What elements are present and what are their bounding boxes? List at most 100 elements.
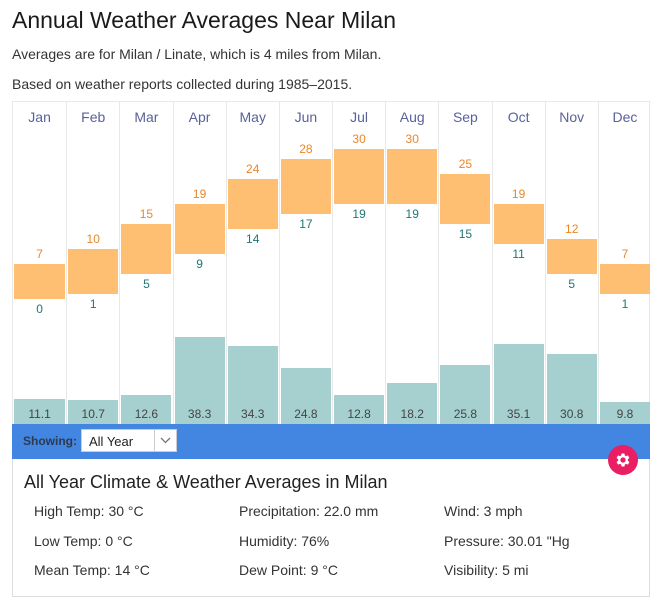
month-label: Apr: [188, 109, 211, 125]
month-column: Nov 12 5 30.8: [544, 102, 598, 424]
precip-bar: [387, 382, 438, 424]
temp-range-bar: [440, 174, 491, 224]
high-temp-label: 19: [511, 187, 526, 201]
month-label: May: [239, 109, 266, 125]
location-note: Averages are for Milan / Linate, which i…: [12, 46, 382, 62]
stat-pressure: Pressure: 30.01 "Hg: [444, 533, 570, 549]
low-temp-label: 0: [36, 302, 43, 316]
precip-label: 9.8: [616, 407, 634, 421]
month-label: Feb: [81, 109, 106, 125]
month-column: Aug 30 19 18.2: [385, 102, 438, 424]
month-column: Sep 25 15 25.8: [438, 102, 491, 424]
month-label: Aug: [399, 109, 425, 125]
chevron-down-icon[interactable]: [154, 430, 176, 451]
precip-bar: [68, 399, 119, 424]
high-temp-label: 12: [565, 222, 579, 236]
precip-bar: [599, 401, 650, 424]
stat-humidity: Humidity: 76%: [239, 533, 330, 549]
month-column: Dec 7 1 9.8: [597, 102, 651, 424]
month-label: Jun: [294, 109, 318, 125]
high-temp-label: 10: [86, 232, 100, 246]
gear-icon: [616, 453, 630, 467]
precip-label: 35.1: [506, 407, 531, 421]
high-temp-label: 30: [352, 132, 366, 146]
showing-label: Showing:: [23, 434, 77, 448]
temp-range-bar: [546, 239, 597, 274]
precip-label: 25.8: [453, 407, 478, 421]
precip-bar: [174, 337, 225, 424]
precip-label: 18.2: [400, 407, 424, 421]
temp-range-bar: [599, 264, 650, 294]
high-temp-label: 15: [139, 207, 154, 221]
low-temp-label: 19: [352, 207, 366, 221]
low-temp-label: 19: [405, 207, 419, 221]
month-label: Mar: [134, 109, 159, 125]
temp-range-bar: [68, 249, 119, 294]
month-label: Jul: [350, 109, 369, 125]
precip-bar: [280, 367, 331, 424]
month-column: Jan 7 0 11.1: [13, 102, 66, 424]
precip-bar: [334, 394, 385, 424]
precip-label: 24.8: [294, 407, 318, 421]
month-label: Oct: [507, 109, 530, 125]
precip-bar: [121, 395, 172, 424]
month-label: Jan: [28, 109, 51, 125]
stat-low-temp: Low Temp: 0 °C: [34, 533, 133, 549]
low-temp-label: 5: [143, 277, 150, 291]
stat-wind: Wind: 3 mph: [444, 503, 523, 519]
precip-label: 10.7: [81, 407, 105, 421]
stat-mean-temp: Mean Temp: 14 °C: [34, 562, 150, 578]
period-select[interactable]: All Year: [81, 429, 177, 452]
precip-label: 30.8: [560, 407, 584, 421]
month-column: May 24 14 34.3: [225, 102, 279, 424]
month-column: Oct 19 11 35.1: [491, 102, 545, 424]
high-temp-label: 24: [246, 162, 260, 176]
high-temp-label: 28: [299, 142, 313, 156]
high-temp-label: 19: [192, 187, 207, 201]
precip-label: 34.3: [241, 407, 265, 421]
temp-range-bar: [387, 149, 438, 204]
temp-range-bar: [280, 159, 331, 214]
low-temp-label: 1: [621, 297, 629, 311]
month-label: Nov: [559, 109, 585, 125]
temp-range-bar: [174, 204, 225, 254]
settings-button[interactable]: [608, 445, 638, 475]
precip-label: 12.8: [347, 407, 371, 421]
temp-range-bar: [493, 204, 544, 244]
low-temp-label: 17: [299, 217, 313, 231]
date-range-note: Based on weather reports collected durin…: [12, 76, 353, 92]
month-column: Feb 10 1 10.7: [66, 102, 119, 424]
month-label: Sep: [452, 109, 478, 125]
precip-bar: [14, 398, 66, 424]
temp-range-bar: [334, 149, 385, 204]
temp-range-bar: [227, 179, 278, 229]
period-select-value: All Year: [89, 434, 134, 449]
low-temp-label: 1: [89, 297, 97, 311]
low-temp-label: 15: [458, 227, 473, 241]
month-column: Apr 19 9 38.3: [172, 102, 226, 424]
summary-panel: All Year Climate & Weather Averages in M…: [12, 459, 650, 597]
summary-title: All Year Climate & Weather Averages in M…: [24, 472, 388, 492]
month-label: Dec: [612, 109, 638, 125]
precip-bar: [546, 354, 597, 424]
temp-range-bar: [14, 264, 66, 299]
low-temp-label: 9: [196, 257, 203, 271]
precip-label: 11.1: [28, 407, 51, 421]
month-column: Jul 30 19 12.8: [332, 102, 385, 424]
precip-bar: [493, 344, 544, 424]
stat-high-temp: High Temp: 30 °C: [34, 503, 144, 519]
high-temp-label: 7: [36, 247, 43, 261]
weather-chart: Jan 7 0 11.1 Feb 10 1 10.7 Mar 15 5 12.6 Apr 19 9 38.3 M…: [12, 101, 650, 424]
high-temp-label: 30: [405, 132, 419, 146]
temp-range-bar: [121, 224, 172, 274]
precip-label: 12.6: [134, 407, 159, 421]
precip-label: 38.3: [187, 407, 212, 421]
high-temp-label: 7: [621, 247, 629, 261]
month-column: Jun 28 17 24.8: [278, 102, 332, 424]
high-temp-label: 25: [458, 157, 473, 171]
low-temp-label: 11: [512, 247, 525, 261]
stat-precipitation: Precipitation: 22.0 mm: [239, 503, 379, 519]
low-temp-label: 14: [246, 232, 260, 246]
low-temp-label: 5: [568, 277, 576, 291]
precip-bar: [227, 346, 278, 424]
